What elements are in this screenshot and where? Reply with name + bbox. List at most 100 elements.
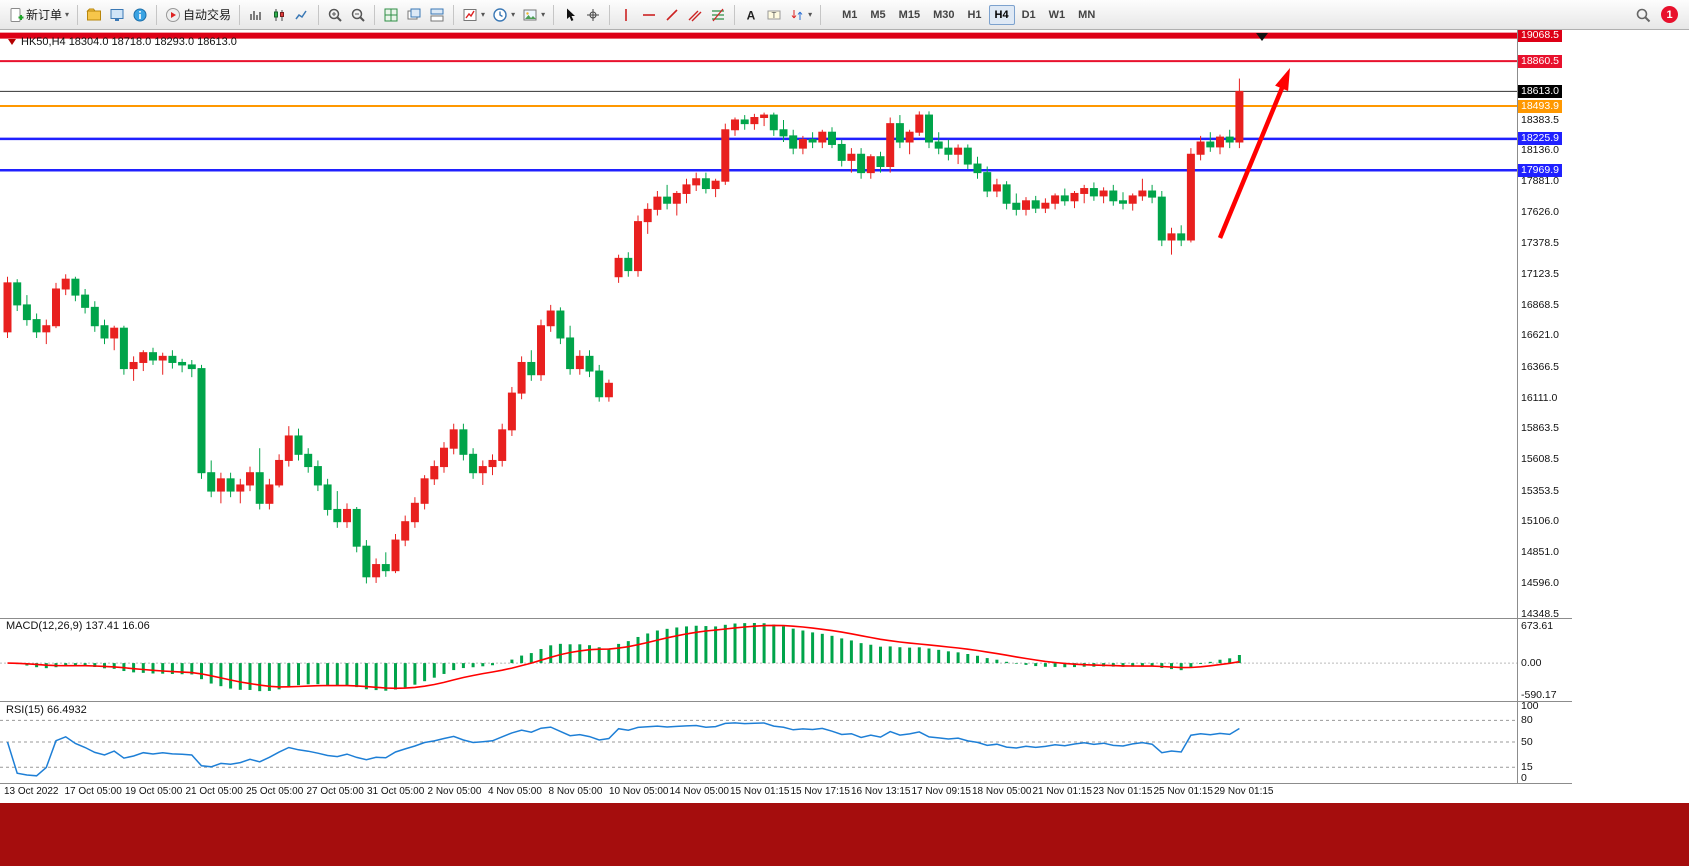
candle-body: [1157, 196, 1166, 241]
timeframe-h4[interactable]: H4: [988, 4, 1015, 25]
candle-body: [595, 370, 604, 398]
chevron-down-icon: ▾: [65, 10, 70, 19]
main-toolbar: 新订单 ▾ 自动交易 ▾ ▾ ▾ A T ▾ M1 M5 M15 M30 H1 H4 D1 W1 MN 1: [0, 0, 1689, 30]
vertical-line-button[interactable]: [615, 3, 637, 27]
candle-body: [488, 459, 497, 468]
data-window-button[interactable]: [129, 3, 151, 27]
candle-body: [1041, 202, 1050, 209]
time-axis-label: 23 Nov 01:15: [1093, 786, 1153, 797]
timeframe-h1[interactable]: H1: [967, 8, 982, 21]
timeframe-m5[interactable]: M5: [870, 8, 886, 21]
candle-chart-button[interactable]: [268, 3, 290, 27]
candle-body: [246, 472, 254, 486]
fibo-icon: [710, 7, 726, 23]
text-label-button[interactable]: T: [763, 3, 785, 27]
monitor-icon: [109, 7, 125, 23]
main-chart-pane[interactable]: [0, 30, 1517, 618]
search-icon[interactable]: [1635, 7, 1651, 23]
candle-body: [1225, 136, 1234, 143]
chart-symbol-ohlc: HK50,H4 18304.0 18718.0 18293.0 18613.0: [8, 36, 237, 48]
candle-body: [1196, 141, 1205, 155]
candle-body: [362, 545, 371, 578]
candle-body: [381, 564, 390, 572]
price-axis-tick: 15353.5: [1521, 484, 1559, 497]
price-axis-tick: 17123.5: [1521, 267, 1559, 280]
new-order-button[interactable]: 新订单 ▾: [5, 3, 72, 27]
timeframe-group: M1 M5 M15 M30 H1 H4 D1 W1 MN: [836, 4, 1101, 25]
candle-body: [963, 147, 972, 165]
notification-badge[interactable]: 1: [1661, 6, 1678, 23]
candle-body: [1206, 141, 1215, 148]
trend-arrow-head[interactable]: [1275, 68, 1290, 91]
pane-separator: [0, 783, 1572, 784]
time-axis-label: 2 Nov 05:00: [427, 786, 482, 797]
time-axis-label: 4 Nov 05:00: [488, 786, 542, 797]
channel-icon: [687, 7, 703, 23]
text-button[interactable]: A: [740, 3, 762, 27]
timeframe-d1[interactable]: D1: [1021, 8, 1036, 21]
candle-body: [556, 310, 565, 339]
fibonacci-button[interactable]: [707, 3, 729, 27]
timeframe-m15[interactable]: M15: [898, 8, 921, 21]
chart-shift-triangle[interactable]: [1256, 33, 1268, 41]
candle-body: [895, 123, 904, 143]
pane-separator[interactable]: [0, 618, 1572, 619]
candle-body: [1051, 195, 1060, 204]
timeframe-mn[interactable]: MN: [1078, 8, 1096, 21]
candle-body: [740, 119, 749, 125]
charts-profile-button[interactable]: [83, 3, 105, 27]
cascade-icon: [406, 7, 422, 23]
horizontal-line-button[interactable]: [638, 3, 660, 27]
rsi-pane[interactable]: [0, 702, 1517, 783]
timeframe-m1[interactable]: M1: [842, 8, 858, 21]
candle-body: [1177, 233, 1186, 241]
candle-body: [149, 352, 157, 361]
level-price-label: 18860.5: [1518, 54, 1562, 68]
candle-body: [934, 141, 943, 149]
pane-separator[interactable]: [0, 701, 1572, 702]
time-axis-label: 8 Nov 05:00: [548, 786, 603, 797]
templates-button[interactable]: ▾: [519, 3, 548, 27]
new-chart-button[interactable]: ▾: [459, 3, 488, 27]
macd-axis-min: -590.17: [1521, 689, 1557, 701]
timeframe-m30[interactable]: M30: [933, 8, 955, 21]
arrange-windows-button[interactable]: [426, 3, 448, 27]
auto-trading-button[interactable]: 自动交易: [162, 3, 234, 27]
zoom-in-button[interactable]: [324, 3, 346, 27]
candle-body: [1099, 190, 1108, 197]
cascade-windows-button[interactable]: [403, 3, 425, 27]
candle-body: [944, 147, 953, 155]
macd-pane[interactable]: [0, 619, 1517, 701]
price-axis-border: [1517, 30, 1518, 783]
letter-a-icon: A: [743, 7, 759, 23]
candle-body: [653, 196, 662, 210]
candle-body: [226, 478, 235, 492]
candle-body: [1186, 153, 1195, 241]
toolbar-separator: [77, 4, 79, 25]
time-axis-label: 27 Oct 05:00: [306, 786, 364, 797]
trend-arrow[interactable]: [1217, 87, 1285, 239]
zoom-out-button[interactable]: [347, 3, 369, 27]
crosshair-button[interactable]: [582, 3, 604, 27]
tline-icon: [664, 7, 680, 23]
candle-body: [643, 208, 652, 223]
candle-body: [566, 337, 575, 370]
trendline-button[interactable]: [661, 3, 683, 27]
line-chart-button[interactable]: [291, 3, 313, 27]
cursor-button[interactable]: [559, 3, 581, 27]
equidistant-channel-button[interactable]: [684, 3, 706, 27]
candle-body: [61, 278, 70, 290]
candle-body: [527, 361, 536, 376]
tile-windows-button[interactable]: [380, 3, 402, 27]
arrows-button[interactable]: ▾: [786, 3, 815, 27]
macd-name: MACD(12,26,9): [6, 620, 83, 632]
market-watch-button[interactable]: [106, 3, 128, 27]
bar-chart-button[interactable]: [245, 3, 267, 27]
timeframe-w1[interactable]: W1: [1048, 8, 1066, 21]
candle-body: [352, 508, 361, 547]
candle-body: [207, 472, 216, 492]
candle-body: [168, 355, 177, 363]
candle-body: [517, 361, 526, 394]
period-selector-button[interactable]: ▾: [489, 3, 518, 27]
